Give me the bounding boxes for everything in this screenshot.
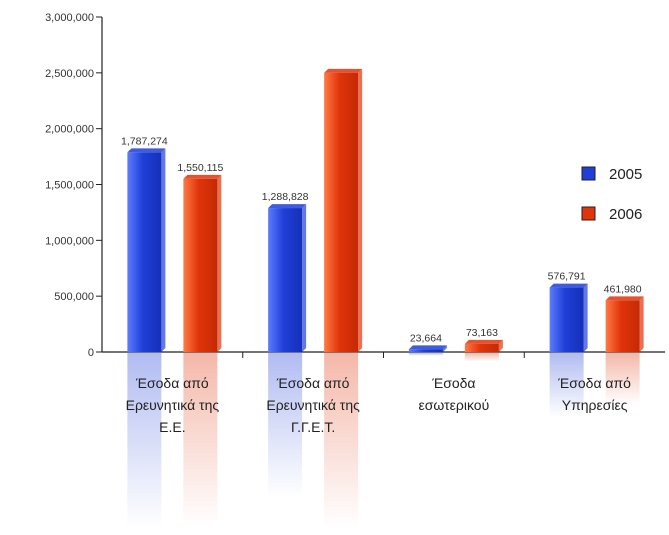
bar-2006-2[interactable] (464, 343, 499, 352)
x-tick-label: Υπηρεσίες (562, 397, 628, 413)
bar-side (161, 148, 166, 352)
y-tick-label: 2,500,000 (45, 68, 94, 80)
x-tick-label: Ερευνητικά της (126, 397, 220, 413)
bar-top (268, 204, 307, 209)
x-tick-label: Ε.Ε. (159, 419, 185, 435)
bar-reflection (408, 353, 443, 356)
data-label: 23,664 (410, 332, 442, 344)
bar-side (302, 204, 307, 352)
y-tick-label: 3,000,000 (45, 12, 94, 24)
y-tick-label: 1,500,000 (45, 180, 94, 192)
x-tick-label: εσωτερικού (419, 397, 490, 413)
bar-reflection (464, 353, 499, 362)
legend-label: 2006 (609, 206, 642, 223)
bar-2005-1[interactable] (268, 208, 303, 352)
bars (127, 68, 644, 352)
axes: 0 500,000 1,000,000 1,500,000 2,000,000 2,500… (45, 12, 665, 359)
x-tick-label: Έσοδα (431, 375, 475, 391)
value-labels: 1,787,274 1,550,115 1,288,828 23,664 73,163 5… (121, 135, 642, 344)
bar-reflection (127, 353, 162, 528)
bar-2006-0[interactable] (183, 178, 218, 352)
bar-reflection (183, 353, 218, 527)
bar-top (464, 339, 503, 344)
bar-side (583, 283, 588, 352)
y-tick-label: 500,000 (54, 291, 94, 303)
bar-2005-0[interactable] (127, 152, 162, 352)
bar-top (127, 148, 166, 153)
legend-swatch-2005 (581, 166, 596, 181)
category-labels: Έσοδα από Ερευνητικά της Ε.Ε. Έσοδα από Ερευ… (126, 375, 632, 435)
bar-side (358, 68, 363, 352)
y-tick-label: 0 (88, 347, 94, 359)
bar-2006-3[interactable] (605, 300, 640, 352)
bar-reflection (605, 353, 640, 405)
data-label: 1,288,828 (262, 191, 309, 203)
bar-reflection (268, 353, 303, 497)
legend: 2005 2006 (581, 166, 642, 223)
bar-side (498, 339, 503, 352)
bar-side (442, 345, 447, 352)
bar-reflection (324, 353, 359, 528)
bar-side (639, 296, 644, 352)
bar-top (549, 283, 588, 288)
bar-top (408, 345, 447, 350)
x-tick-label: Έσοδα από (276, 375, 350, 391)
y-tick-label: 2,000,000 (45, 124, 94, 136)
bar-side (217, 174, 222, 352)
legend-swatch-2006 (581, 206, 596, 221)
bar-top (605, 296, 644, 301)
data-label: 73,163 (466, 327, 498, 339)
bar-reflections (127, 353, 640, 528)
data-label: 461,980 (604, 283, 642, 295)
legend-label: 2005 (609, 166, 642, 183)
x-tick-label: Γ.Γ.Ε.Τ. (291, 419, 335, 435)
x-tick-label: Έσοδα από (557, 375, 631, 391)
bar-2005-2[interactable] (408, 349, 443, 352)
data-label: 1,550,115 (177, 162, 223, 174)
x-tick-label: Ερευνητικά της (266, 397, 360, 413)
bar-2005-3[interactable] (549, 287, 584, 352)
bar-reflection (549, 353, 584, 418)
x-tick-label: Έσοδα από (135, 375, 209, 391)
y-tick-label: 1,000,000 (45, 235, 94, 247)
bar-top (183, 174, 222, 179)
data-label: 576,791 (548, 271, 586, 283)
data-label: 1,787,274 (121, 135, 168, 147)
bar-top (324, 68, 363, 73)
bar-2006-1[interactable] (324, 72, 359, 352)
